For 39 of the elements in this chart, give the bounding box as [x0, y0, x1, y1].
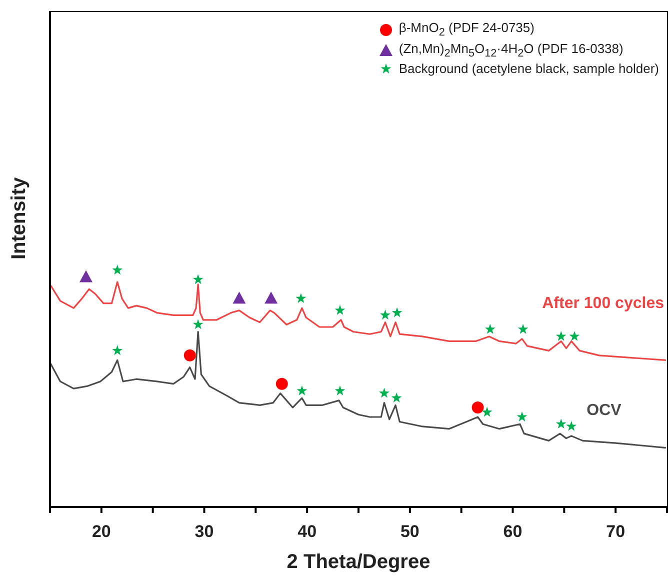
point [79, 270, 92, 282]
x-tick-label: 60 [503, 522, 522, 542]
point [334, 385, 346, 396]
x-axis-title: 2 Theta/Degree [286, 551, 430, 573]
point [334, 304, 346, 315]
point [392, 307, 402, 318]
point [391, 392, 402, 402]
point [566, 420, 577, 431]
x-tick-label: 50 [400, 522, 420, 542]
point [184, 349, 196, 362]
x-tick-label: 40 [298, 522, 317, 542]
legend-label: Background (acetylene black, sample holder) [398, 61, 659, 76]
x-tick-label: 20 [92, 522, 111, 542]
y-axis-title: Intensity [8, 176, 30, 260]
point [232, 292, 246, 304]
point [112, 264, 123, 275]
x-tick-label: 30 [194, 522, 214, 542]
text: (Zn,Mn)$_{2}$Mn$_{5}$O$_{12}$·4H$_{2}$O (PDF 16-0338) [398, 40, 624, 60]
point [516, 412, 528, 422]
point [569, 330, 580, 341]
text: After 100 cycles [542, 295, 664, 314]
point [296, 293, 306, 304]
point [112, 345, 123, 356]
point [192, 274, 204, 284]
point [472, 402, 484, 414]
point [484, 324, 496, 334]
point [296, 385, 308, 396]
point [378, 388, 390, 398]
point [264, 292, 278, 304]
point [380, 310, 390, 320]
point [276, 378, 288, 390]
point [192, 319, 204, 330]
legend-label: β-MnO$_{2}$ (PDF 24-0735) [398, 20, 534, 41]
series-label: OCV [586, 402, 622, 420]
x-tick-label: 70 [606, 522, 626, 542]
point [556, 330, 566, 341]
point [518, 324, 528, 334]
point [482, 406, 492, 417]
point [556, 418, 566, 429]
